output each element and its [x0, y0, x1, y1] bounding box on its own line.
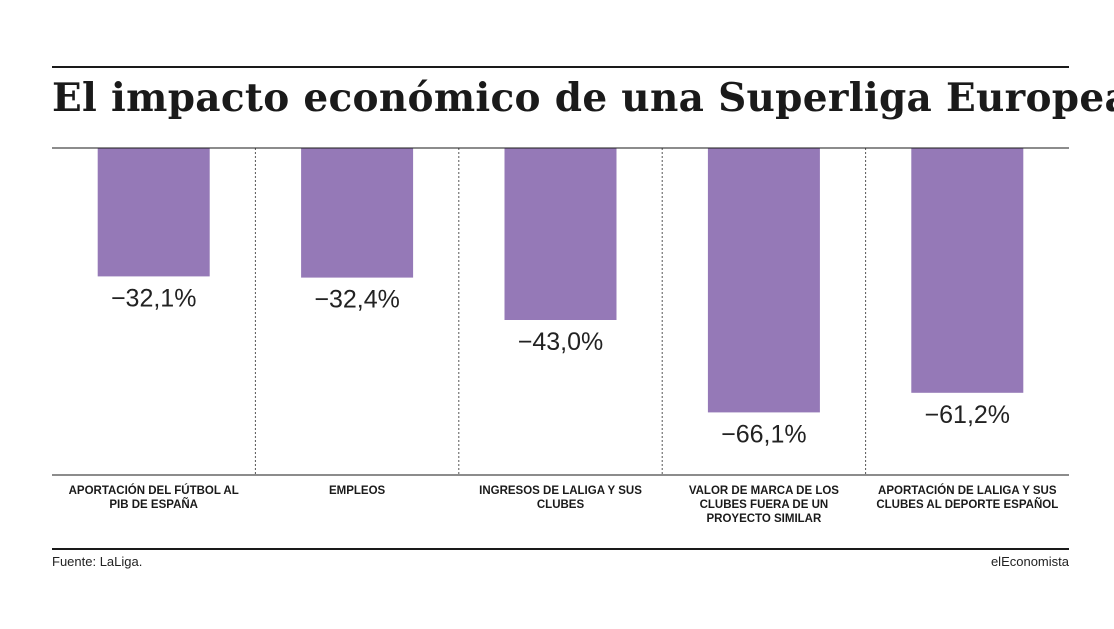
category-label: APORTACIÓN DE LALIGA Y SUS CLUBES AL DEP…	[876, 485, 1059, 511]
bar	[504, 148, 617, 320]
column-dividers	[254, 148, 867, 475]
bar	[301, 148, 414, 278]
bar-value-label: −43,0%	[518, 328, 604, 356]
bar-value-label: −61,2%	[925, 401, 1011, 429]
source-note: Fuente: LaLiga.	[52, 554, 143, 569]
value-labels-group: −32,1% −32,4% −43,0% −66,1% −61,2%	[111, 284, 1010, 448]
category-label: VALOR DE MARCA DE LOS CLUBES FUERA DE UN…	[688, 485, 839, 525]
chart-title: El impacto económico de una Superliga Eu…	[52, 75, 1114, 121]
bar-value-label: −32,1%	[111, 284, 197, 312]
bar	[911, 148, 1024, 393]
bar	[97, 148, 210, 277]
bar	[707, 148, 820, 413]
top-rule	[52, 66, 1069, 68]
category-label: EMPLEOS	[328, 485, 386, 497]
bars-group	[97, 148, 1024, 413]
bar-value-label: −66,1%	[721, 420, 807, 448]
category-label: APORTACIÓN DEL FÚTBOL AL PIB DE ESPAÑA	[68, 485, 239, 511]
publisher-brand: elEconomista	[990, 554, 1069, 569]
bar-value-label: −32,4%	[314, 286, 400, 314]
category-label: INGRESOS DE LALIGA Y SUS CLUBES	[479, 485, 642, 511]
footer-rule	[52, 548, 1069, 550]
